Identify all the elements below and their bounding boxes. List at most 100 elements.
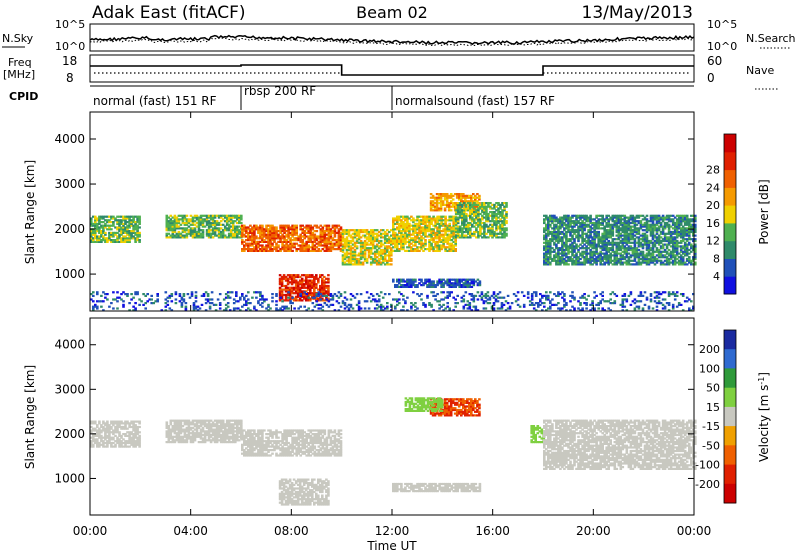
- range-gate-cell: [298, 281, 302, 284]
- range-gate-cell: [92, 222, 95, 225]
- range-gate-cell: [379, 229, 383, 232]
- range-gate-cell: [583, 257, 586, 261]
- range-gate-cell: [601, 247, 604, 250]
- range-gate-cell: [126, 230, 129, 233]
- range-gate-cell: [249, 302, 252, 305]
- range-gate-cell: [138, 226, 141, 229]
- range-gate-cell: [197, 221, 201, 225]
- range-gate-cell: [208, 305, 212, 308]
- range-gate-cell: [164, 309, 168, 312]
- range-gate-cell: [317, 249, 321, 252]
- range-gate-cell: [655, 247, 659, 250]
- range-gate-cell: [369, 239, 373, 243]
- range-gate-cell: [677, 214, 681, 217]
- range-gate-cell: [152, 302, 155, 305]
- range-gate-cell: [545, 214, 548, 217]
- range-gate-cell: [386, 245, 389, 248]
- range-gate-cell: [104, 240, 107, 243]
- range-gate-cell: [339, 240, 343, 243]
- range-gate-cell: [475, 211, 478, 214]
- range-gate-cell: [394, 285, 397, 288]
- range-gate-cell: [231, 214, 235, 217]
- range-gate-cell: [690, 261, 693, 264]
- range-gate-cell: [436, 222, 439, 225]
- range-gate-cell: [591, 254, 594, 257]
- range-gate-cell: [683, 234, 687, 237]
- range-gate-cell: [96, 237, 99, 240]
- range-gate-cell: [692, 227, 695, 230]
- range-gate-cell: [359, 241, 363, 244]
- range-gate-cell: [651, 250, 655, 253]
- range-gate-cell: [605, 218, 608, 221]
- range-gate-cell: [571, 229, 574, 232]
- range-gate-cell: [341, 261, 345, 264]
- range-gate-cell: [134, 302, 137, 305]
- range-gate-cell: [649, 248, 653, 252]
- range-gate-cell: [593, 230, 596, 234]
- range-gate-cell: [645, 257, 649, 261]
- range-gate-cell: [410, 249, 413, 252]
- range-gate-cell: [337, 230, 341, 233]
- range-gate-cell: [621, 254, 625, 257]
- range-gate-cell: [589, 236, 592, 239]
- range-gate-cell: [473, 230, 476, 234]
- range-gate-cell: [243, 244, 246, 247]
- range-gate-cell: [651, 223, 655, 226]
- range-gate-cell: [545, 259, 548, 262]
- range-gate-cell: [392, 219, 395, 222]
- power-heatmap: [90, 193, 697, 312]
- range-gate-cell: [245, 300, 248, 303]
- range-gate-cell: [420, 230, 423, 233]
- range-gate-cell: [458, 229, 462, 232]
- range-gate-cell: [454, 242, 457, 245]
- range-gate-cell: [607, 232, 610, 235]
- range-gate-cell: [553, 256, 556, 259]
- range-gate-cell: [575, 230, 578, 234]
- range-gate-cell: [466, 282, 470, 285]
- range-gate-cell: [96, 228, 99, 231]
- range-gate-cell: [491, 234, 494, 237]
- range-gate-cell: [381, 257, 385, 261]
- range-gate-cell: [175, 221, 179, 225]
- range-gate-cell: [269, 240, 272, 243]
- range-gate-cell: [197, 216, 201, 219]
- range-gate-cell: [275, 228, 278, 231]
- range-gate-cell: [200, 303, 204, 306]
- range-gate-cell: [213, 227, 217, 230]
- range-gate-cell: [288, 293, 292, 297]
- range-gate-cell: [196, 309, 200, 312]
- range-gate-cell: [416, 217, 419, 220]
- range-gate-cell: [609, 252, 612, 255]
- range-gate-cell: [400, 222, 403, 225]
- range-gate-cell: [281, 228, 284, 231]
- range-gate-cell: [277, 244, 280, 247]
- range-gate-cell: [396, 228, 399, 231]
- range-gate-cell: [210, 302, 214, 305]
- range-gate-cell: [481, 211, 484, 214]
- range-gate-cell: [633, 259, 637, 262]
- range-gate-cell: [657, 234, 661, 237]
- range-gate-cell: [110, 240, 113, 243]
- range-gate-cell: [327, 292, 330, 295]
- range-gate-cell: [293, 224, 296, 227]
- range-gate-cell: [293, 230, 296, 233]
- range-gate-cell: [575, 214, 578, 217]
- range-gate-cell: [416, 284, 419, 287]
- range-gate-cell: [383, 254, 387, 257]
- range-gate-cell: [301, 244, 304, 247]
- range-gate-cell: [667, 239, 671, 243]
- range-gate-cell: [597, 234, 600, 237]
- range-gate-cell: [402, 215, 405, 218]
- range-gate-cell: [402, 230, 405, 233]
- range-gate-cell: [402, 228, 405, 231]
- range-gate-cell: [553, 254, 556, 257]
- range-gate-cell: [595, 234, 598, 237]
- range-gate-cell: [388, 257, 391, 261]
- range-gate-cell: [675, 214, 679, 217]
- range-gate-cell: [422, 246, 425, 249]
- range-gate-cell: [126, 231, 129, 234]
- range-gate-cell: [449, 209, 453, 212]
- range-gate-cell: [241, 235, 244, 238]
- range-gate-cell: [120, 298, 123, 301]
- range-gate-cell: [418, 242, 421, 245]
